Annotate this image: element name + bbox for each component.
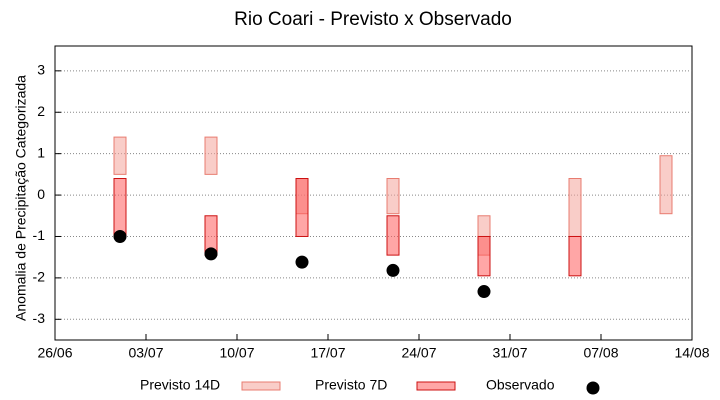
legend-label: Previsto 7D <box>315 377 387 393</box>
legend-swatch <box>241 381 281 391</box>
y-tick-label: -1 <box>33 227 46 243</box>
y-tick-label: 1 <box>37 144 45 160</box>
observed-point <box>477 285 491 299</box>
y-tick-label: 3 <box>37 62 45 78</box>
range-box <box>659 155 673 215</box>
y-tick-label: 0 <box>37 186 45 202</box>
range-box <box>386 178 400 215</box>
observed-point <box>295 255 309 269</box>
range-box <box>113 178 127 237</box>
range-box <box>477 235 491 277</box>
legend-label: Observado <box>486 377 555 393</box>
x-tick-label: 03/07 <box>128 345 163 361</box>
x-tick-label: 24/07 <box>401 345 436 361</box>
y-axis-label: Anomalia de Precipitação Categorizada <box>13 75 29 321</box>
y-tick-label: 2 <box>37 103 45 119</box>
y-tick-label: -3 <box>33 310 46 326</box>
legend-label: Previsto 14D <box>140 377 220 393</box>
observed-point <box>113 229 127 243</box>
range-box <box>113 136 127 175</box>
legend-swatch <box>416 381 456 391</box>
x-tick-label: 07/08 <box>583 345 618 361</box>
plot-frame <box>54 45 693 341</box>
observed-point <box>204 247 218 261</box>
x-tick-label: 14/08 <box>674 345 709 361</box>
x-tick-label: 10/07 <box>219 345 254 361</box>
x-tick-label: 17/07 <box>310 345 345 361</box>
range-box <box>568 178 582 237</box>
chart-title: Rio Coari - Previsto x Observado <box>234 9 512 30</box>
y-tick-label: -2 <box>33 269 46 285</box>
legend-swatch <box>586 381 600 395</box>
x-tick-label: 31/07 <box>492 345 527 361</box>
observed-point <box>386 263 400 277</box>
range-box <box>568 235 582 277</box>
range-box <box>295 178 309 237</box>
range-box <box>204 136 218 175</box>
range-box <box>386 215 400 256</box>
x-tick-label: 26/06 <box>37 345 72 361</box>
